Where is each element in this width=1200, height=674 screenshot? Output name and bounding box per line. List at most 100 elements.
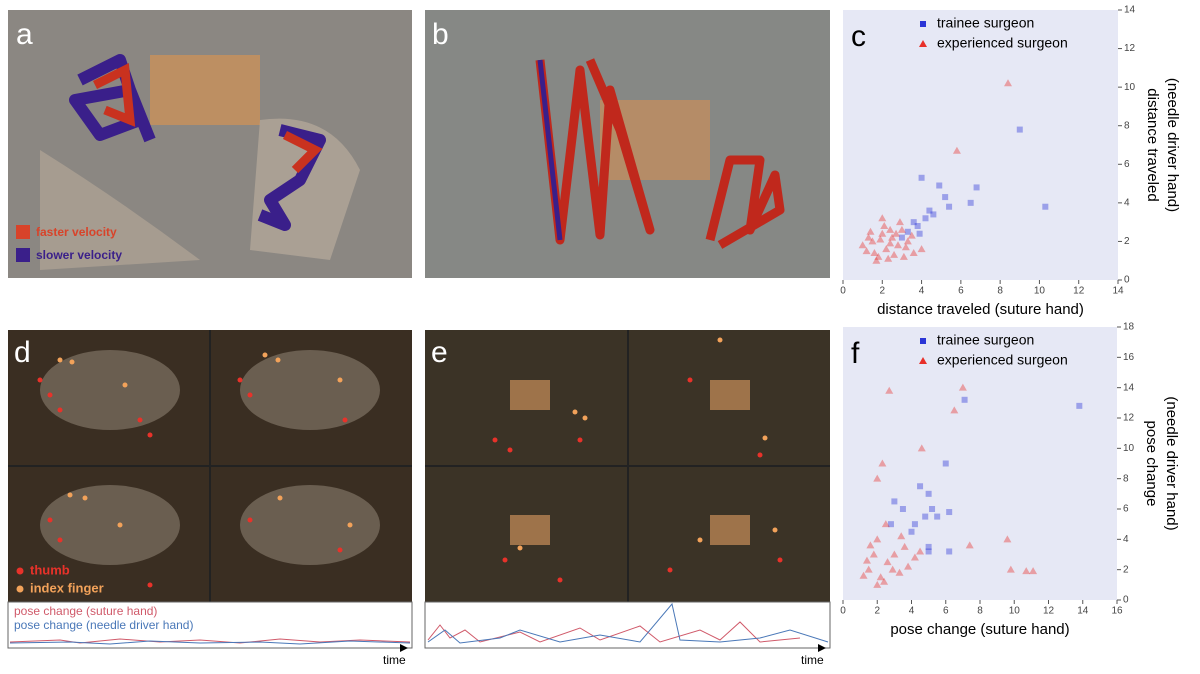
point	[882, 245, 891, 253]
point	[961, 396, 968, 403]
incision-site	[150, 55, 260, 125]
lit-area	[240, 485, 380, 565]
legend-swatch	[16, 225, 30, 239]
panel-b: b	[425, 10, 830, 278]
x-tick-label: 6	[943, 606, 949, 617]
point	[916, 230, 923, 237]
point	[897, 225, 906, 233]
point	[965, 541, 974, 549]
point	[900, 542, 909, 550]
point	[910, 553, 919, 561]
incision-site	[510, 380, 550, 410]
point	[934, 513, 941, 520]
y-tick-label: 6	[1124, 159, 1130, 170]
point	[922, 513, 929, 520]
x-tick-label: 12	[1073, 286, 1085, 297]
point	[925, 543, 932, 550]
point	[908, 528, 915, 535]
point	[887, 521, 894, 528]
point	[942, 194, 949, 201]
point	[930, 211, 937, 218]
point	[946, 509, 953, 516]
point	[885, 386, 894, 394]
point	[884, 254, 893, 262]
y-tick-label: 4	[1123, 534, 1129, 545]
x-tick-label: 4	[909, 606, 915, 617]
panel-letter: c	[851, 20, 866, 53]
point	[866, 227, 875, 235]
time-label: time	[801, 653, 824, 667]
point	[872, 256, 881, 264]
series-label: pose change (needle driver hand)	[14, 618, 193, 632]
point	[886, 225, 895, 233]
keypoints	[517, 337, 778, 551]
point	[878, 214, 887, 222]
legend-label: trainee surgeon	[937, 332, 1034, 348]
y-axis-label: (needle driver hand)	[1164, 78, 1181, 212]
point	[950, 406, 959, 414]
point	[873, 535, 882, 543]
point	[880, 222, 889, 229]
arrow	[400, 644, 408, 652]
trajectory	[282, 130, 323, 174]
legend-marker	[919, 40, 927, 47]
point	[1004, 79, 1012, 87]
point	[909, 249, 918, 256]
x-tick-label: 4	[919, 286, 925, 297]
point	[899, 506, 906, 512]
point	[873, 474, 882, 482]
point	[1003, 535, 1012, 543]
lit-area	[40, 350, 180, 430]
series-label: pose change (suture hand)	[14, 604, 157, 618]
plot-area	[843, 10, 1118, 280]
point	[907, 231, 916, 239]
point	[958, 383, 967, 391]
point	[926, 207, 933, 214]
point	[918, 174, 925, 181]
incision-site	[710, 515, 750, 545]
point	[1022, 567, 1031, 575]
point	[876, 235, 885, 243]
y-tick-label: 10	[1123, 443, 1135, 454]
point	[899, 252, 908, 260]
point	[967, 199, 974, 206]
point	[925, 548, 932, 555]
point	[890, 250, 899, 258]
point	[888, 565, 897, 573]
trajectory	[705, 155, 785, 249]
panel-letter: f	[851, 337, 860, 370]
legend-swatch	[16, 585, 24, 593]
point	[891, 498, 898, 505]
point	[883, 558, 892, 566]
point	[946, 203, 953, 210]
x-tick-label: 14	[1112, 286, 1124, 297]
signal	[9, 640, 411, 645]
y-tick-label: 8	[1123, 473, 1129, 484]
point	[866, 541, 875, 549]
point	[878, 229, 887, 237]
time-strip	[424, 601, 831, 649]
signal	[427, 602, 829, 644]
point	[864, 233, 873, 241]
trajectory	[537, 59, 563, 241]
incision-site	[710, 380, 750, 410]
point	[1029, 567, 1038, 575]
panel-letter: b	[432, 18, 449, 51]
y-tick-label: 10	[1124, 82, 1136, 93]
point	[881, 520, 890, 528]
point	[862, 556, 871, 564]
legend-marker	[919, 357, 927, 364]
x-tick-label: 16	[1111, 606, 1123, 617]
point	[869, 550, 878, 558]
y-tick-label: 16	[1123, 352, 1135, 363]
point	[895, 568, 904, 576]
legend-label: experienced surgeon	[937, 35, 1068, 51]
point	[892, 229, 901, 237]
panel-e: b e time	[424, 330, 831, 667]
y-axis-label: pose change	[1143, 421, 1160, 507]
panel-letter: d	[14, 336, 31, 369]
y-tick-label: 0	[1123, 595, 1129, 606]
point	[876, 573, 885, 581]
x-tick-label: 2	[874, 606, 880, 617]
